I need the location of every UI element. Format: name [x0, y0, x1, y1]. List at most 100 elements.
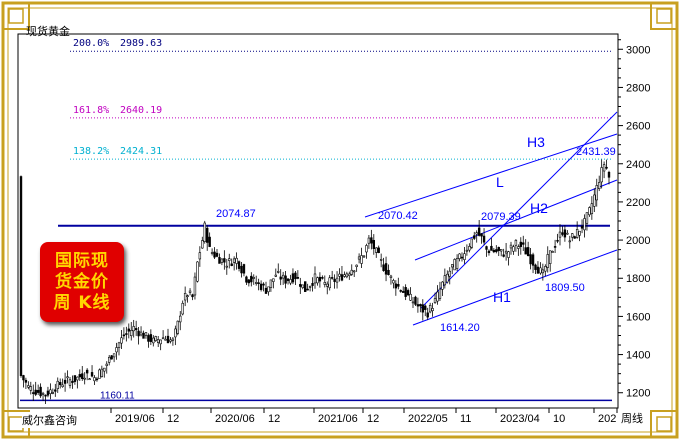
candle-body [539, 267, 542, 274]
badge-line-1: 国际现 [55, 250, 109, 271]
candle-body [426, 312, 429, 318]
candle-body [289, 279, 292, 284]
candle-body [308, 286, 312, 288]
frame-corner-0 [2, 2, 30, 30]
candle-body [585, 212, 589, 224]
candle-body [154, 336, 157, 341]
candle-body [556, 239, 559, 242]
candle-body [247, 279, 251, 284]
candle-body [360, 255, 363, 264]
candle-body [93, 377, 96, 382]
candle-body [455, 257, 459, 269]
candle-body [183, 293, 187, 301]
candle-body [95, 378, 99, 381]
candle-body [137, 330, 140, 337]
candle-body [281, 274, 285, 279]
channel-line [420, 111, 618, 309]
y-tick-label: 2600 [626, 121, 650, 133]
candle-body [485, 246, 488, 250]
candle-body [465, 249, 469, 252]
candle-body [419, 304, 422, 307]
candle-body [277, 271, 280, 273]
candle-body [269, 279, 273, 288]
candle-body [544, 266, 547, 272]
x-tick-label: 2019/06 [115, 413, 155, 425]
candle-body [267, 286, 270, 293]
candle-body [32, 392, 35, 394]
candle-body [303, 281, 307, 292]
y-tick-label: 3000 [626, 44, 650, 56]
candle-body [63, 379, 67, 384]
candle-body [487, 250, 491, 254]
candle-body [548, 250, 552, 264]
candle-body [524, 247, 527, 255]
candle-body [492, 249, 496, 253]
price-annotation: 2079.39 [481, 211, 521, 223]
candle-body [541, 269, 545, 274]
candle-body [220, 258, 224, 263]
candle-body [115, 347, 118, 353]
candle-body [580, 226, 584, 229]
candle-body [482, 235, 486, 243]
fib-label: 138.2% [73, 146, 109, 157]
frame-corner-1 [650, 2, 678, 30]
candle-body [196, 261, 199, 282]
candle-body [125, 333, 128, 335]
candle-body [179, 315, 182, 323]
candle-body [458, 253, 461, 259]
candle-body [127, 328, 131, 332]
price-annotation: 2070.42 [378, 210, 418, 222]
y-tick-label: 2000 [626, 235, 650, 247]
candle-body [394, 283, 398, 289]
candle-body [588, 207, 591, 216]
candle-body [362, 255, 366, 258]
candle-body [232, 258, 236, 263]
candle-body [416, 304, 420, 307]
candle-body [571, 233, 574, 238]
candle-body [446, 273, 449, 283]
candle-body [255, 282, 258, 284]
candle-body [171, 338, 175, 341]
candle-body [514, 239, 518, 246]
frame-corner-inner-3 [656, 416, 672, 432]
candle-body [147, 335, 150, 342]
candle-body [563, 229, 567, 238]
badge-line-2: 货金价 [55, 271, 109, 292]
candle-body [330, 277, 334, 279]
candle-body [433, 298, 437, 304]
candle-body [392, 280, 395, 284]
candle-body [132, 326, 135, 332]
candle-body [134, 328, 138, 331]
candle-body [259, 283, 263, 290]
candle-body [590, 203, 594, 215]
candle-body [411, 301, 415, 304]
inner-frame [7, 7, 673, 433]
candle-body [335, 277, 339, 283]
candle-body [110, 355, 113, 360]
candle-body [568, 240, 572, 243]
x-tick-label: 周线 [621, 411, 643, 425]
candle-body [71, 381, 74, 383]
candle-body [29, 386, 32, 391]
candle-body [480, 233, 483, 237]
candle-body [176, 320, 179, 334]
candle-body [130, 330, 133, 337]
candle-body [230, 263, 233, 266]
candle-body [76, 376, 79, 381]
candle-body [463, 253, 466, 260]
candle-body [301, 284, 304, 289]
y-tick-label: 1400 [626, 350, 650, 362]
candle-body [578, 230, 581, 236]
candle-body [161, 337, 165, 340]
candle-body [441, 281, 444, 290]
candle-body [414, 296, 417, 305]
candle-body [142, 333, 145, 339]
candle-body [600, 167, 603, 183]
candle-body [504, 250, 508, 254]
candle-body [296, 277, 300, 279]
x-tick-label: 12 [268, 413, 280, 425]
candle-body [370, 237, 373, 244]
candle-body [41, 392, 45, 395]
candle-body [345, 273, 349, 278]
